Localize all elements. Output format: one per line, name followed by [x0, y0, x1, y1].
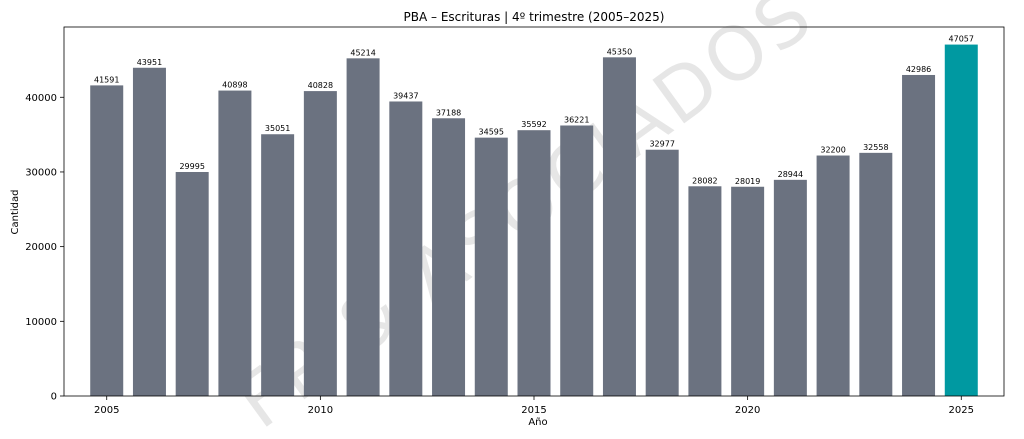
bar-2010: [303, 91, 337, 397]
data-label-2023: 32558: [863, 143, 888, 152]
bar-2021: [773, 179, 807, 396]
data-label-2016: 36221: [564, 115, 589, 124]
bar-2008: [218, 90, 252, 397]
bar-2015: [517, 130, 551, 397]
data-label-2025: 47057: [949, 35, 974, 44]
x-axis: 2005 2010 2015 2020 2025: [94, 396, 974, 416]
y-tick-label-10000: 10000: [25, 317, 57, 328]
x-axis-title: Año: [528, 417, 547, 428]
y-tick-label-40000: 40000: [25, 93, 57, 104]
data-labels-group: 41591 43951 29995 40898 35051 40828 45214 39437…: [94, 35, 974, 186]
bar-2022: [816, 155, 850, 396]
data-label-2008: 40898: [222, 81, 247, 90]
chart-title: PBA – Escrituras | 4º trimestre (2005–20…: [404, 10, 665, 24]
data-label-2017: 45350: [607, 47, 632, 56]
data-label-2007: 29995: [179, 162, 204, 171]
data-label-2021: 28944: [778, 170, 803, 179]
data-label-2009: 35051: [265, 124, 290, 133]
bar-2005: [90, 85, 124, 397]
data-label-2012: 39437: [393, 91, 418, 100]
bar-2012: [389, 101, 423, 396]
bar-2011: [346, 58, 380, 397]
y-axis-title: Cantidad: [10, 190, 21, 235]
data-label-2024: 42986: [906, 65, 931, 74]
bar-2009: [261, 134, 295, 396]
data-label-2014: 34595: [479, 128, 504, 137]
data-label-2005: 41591: [94, 75, 119, 84]
bar-2016: [560, 125, 594, 397]
bar-2020: [731, 186, 765, 396]
bar-2024: [902, 74, 936, 397]
y-tick-label-0: 0: [51, 392, 57, 403]
bar-2018: [645, 149, 679, 396]
y-tick-label-30000: 30000: [25, 167, 57, 178]
bar-2019: [688, 186, 722, 396]
bar-2017: [602, 57, 636, 396]
bar-2014: [474, 137, 508, 396]
y-axis: 0 10000 20000 30000 40000: [25, 93, 64, 403]
data-label-2015: 35592: [521, 120, 546, 129]
data-label-2013: 37188: [436, 108, 461, 117]
data-label-2018: 32977: [649, 140, 674, 149]
data-label-2010: 40828: [308, 81, 333, 90]
data-label-2011: 45214: [350, 48, 375, 57]
bar-2013: [432, 118, 466, 396]
bar-2006: [132, 67, 166, 396]
x-tick-label-2010: 2010: [308, 405, 333, 416]
bar-2007: [175, 171, 209, 396]
bars-group: [90, 44, 978, 397]
bar-2023: [859, 152, 893, 396]
x-tick-label-2020: 2020: [735, 405, 760, 416]
y-tick-label-20000: 20000: [25, 242, 57, 253]
data-label-2022: 32200: [820, 146, 845, 155]
x-tick-label-2015: 2015: [521, 405, 546, 416]
data-label-2019: 28082: [692, 176, 717, 185]
bar-2025: [944, 44, 978, 396]
x-tick-label-2005: 2005: [94, 405, 119, 416]
data-label-2020: 28019: [735, 177, 760, 186]
x-tick-label-2025: 2025: [949, 405, 974, 416]
data-label-2006: 43951: [137, 58, 162, 67]
